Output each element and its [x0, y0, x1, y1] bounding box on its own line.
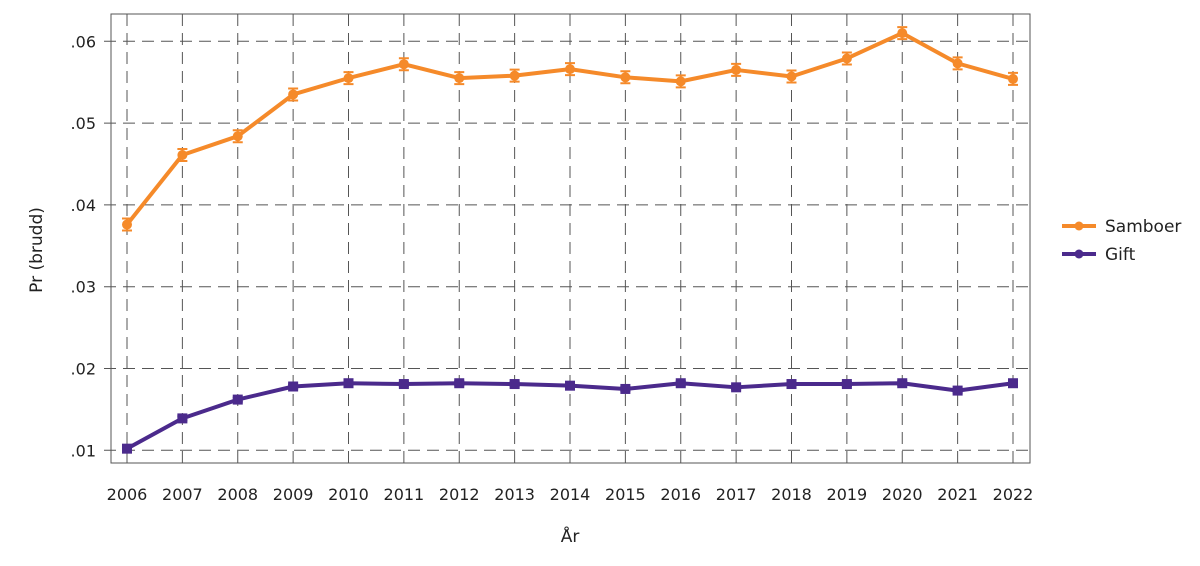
x-tick-label: 2011: [384, 485, 425, 504]
legend: Samboer Gift: [1062, 217, 1181, 265]
data-point: [841, 53, 852, 64]
y-axis: .01 .02 .03 .04 .05 .06: [71, 32, 96, 460]
x-tick-label: 2017: [716, 485, 757, 504]
x-tick-label: 2014: [550, 485, 591, 504]
data-point: [620, 72, 631, 83]
x-tick-label: 2010: [328, 485, 369, 504]
x-axis-label: År: [561, 525, 580, 547]
y-tick-label: .03: [71, 278, 96, 297]
data-point: [731, 64, 742, 75]
data-point: [675, 76, 686, 87]
data-point: [841, 379, 852, 390]
data-point: [897, 378, 908, 389]
data-point: [232, 131, 243, 142]
x-axis: 2006 2007 2008 2009 2010 2011 2012 2013 2014 2015…: [107, 485, 1034, 504]
x-tick-label: 2009: [273, 485, 314, 504]
x-tick-label: 2008: [217, 485, 258, 504]
data-point: [509, 70, 520, 81]
legend-item: Samboer: [1062, 217, 1181, 237]
data-point: [786, 379, 797, 390]
data-point: [620, 383, 631, 394]
legend-label: Samboer: [1105, 217, 1181, 237]
data-point: [122, 443, 132, 454]
series-gift: [122, 378, 1018, 454]
x-tick-label: 2015: [605, 485, 646, 504]
x-tick-label: 2016: [660, 485, 701, 504]
data-point: [454, 73, 465, 84]
series-layer: [122, 26, 1018, 454]
data-point: [786, 71, 797, 82]
data-point: [122, 219, 132, 230]
data-point: [398, 59, 409, 70]
y-tick-label: .05: [71, 114, 96, 133]
data-point: [288, 381, 299, 392]
data-point: [1008, 378, 1018, 389]
x-tick-label: 2022: [993, 485, 1034, 504]
x-tick-label: 2012: [439, 485, 480, 504]
data-point: [232, 394, 243, 405]
data-point: [177, 150, 188, 161]
y-tick-label: .04: [71, 196, 96, 215]
data-point: [952, 385, 963, 396]
x-tick-label: 2007: [162, 485, 203, 504]
data-point: [398, 379, 409, 390]
series-samboer: [122, 26, 1018, 232]
legend-label: Gift: [1105, 245, 1136, 265]
x-tick-label: 2021: [937, 485, 978, 504]
y-axis-label: Pr (brudd): [27, 207, 47, 293]
data-point: [565, 64, 575, 75]
legend-marker: [1074, 221, 1084, 231]
x-tick-label: 2013: [494, 485, 535, 504]
data-point: [288, 89, 299, 100]
y-tick-label: .02: [71, 360, 96, 379]
data-point: [509, 379, 520, 390]
data-point: [1008, 73, 1018, 84]
plot-frame: [110, 13, 1031, 464]
y-tick-label: .01: [71, 441, 96, 460]
legend-item: Gift: [1062, 245, 1136, 265]
data-point: [565, 380, 575, 391]
data-point: [675, 378, 686, 389]
x-tick-label: 2018: [771, 485, 812, 504]
x-tick-label: 2019: [827, 485, 868, 504]
data-point: [952, 58, 963, 69]
grid: [104, 14, 1030, 470]
legend-marker: [1074, 249, 1084, 259]
data-point: [343, 378, 354, 389]
x-tick-label: 2006: [107, 485, 148, 504]
y-tick-label: .06: [71, 32, 96, 51]
data-point: [897, 28, 908, 39]
data-point: [731, 382, 742, 393]
data-point: [343, 73, 354, 84]
data-point: [454, 378, 465, 389]
x-tick-label: 2020: [882, 485, 923, 504]
data-point: [177, 413, 188, 424]
